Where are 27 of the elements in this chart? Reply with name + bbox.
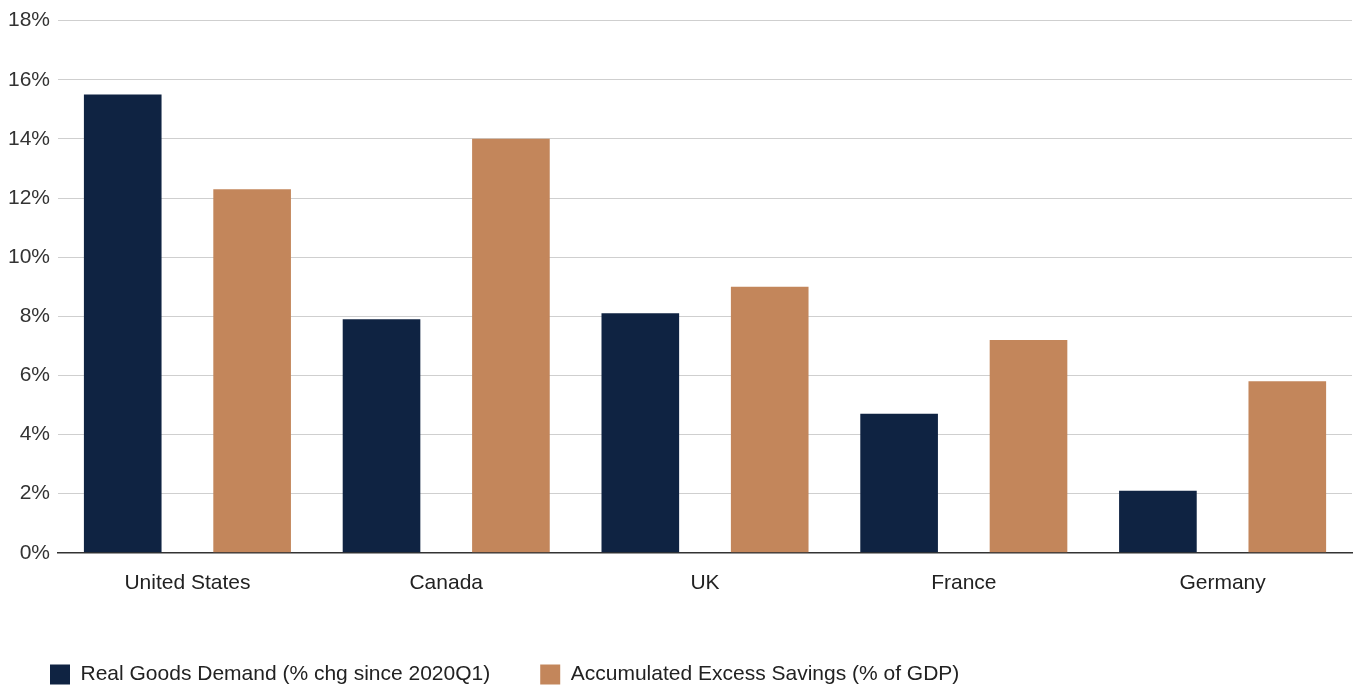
x-tick-label: Germany [1179, 570, 1267, 594]
bar [472, 138, 550, 553]
bar [1119, 490, 1197, 553]
bar [1248, 381, 1327, 553]
bar [83, 94, 162, 553]
y-tick-label: 4% [19, 421, 51, 445]
legend-label: Accumulated Excess Savings (% of GDP) [570, 661, 960, 685]
y-tick-label: 6% [19, 362, 51, 386]
x-tick-label: United States [124, 570, 251, 594]
x-tick-label: Canada [409, 570, 484, 594]
y-tick-label: 10% [8, 243, 51, 267]
y-tick-label: 12% [8, 184, 51, 208]
bar [730, 286, 809, 553]
y-tick-label: 0% [19, 539, 51, 563]
y-tick-label: 14% [8, 125, 51, 149]
legend-label: Real Goods Demand (% chg since 2020Q1) [80, 661, 491, 685]
bar [860, 413, 938, 553]
bar [342, 319, 421, 553]
bar [601, 313, 680, 553]
y-tick-label: 18% [8, 7, 51, 31]
bar [213, 189, 291, 553]
bar [989, 339, 1068, 553]
y-tick-label: 16% [8, 66, 51, 90]
x-tick-label: UK [690, 570, 720, 594]
y-tick-label: 2% [19, 480, 51, 504]
x-tick-label: France [931, 570, 997, 594]
y-tick-label: 8% [19, 303, 51, 327]
